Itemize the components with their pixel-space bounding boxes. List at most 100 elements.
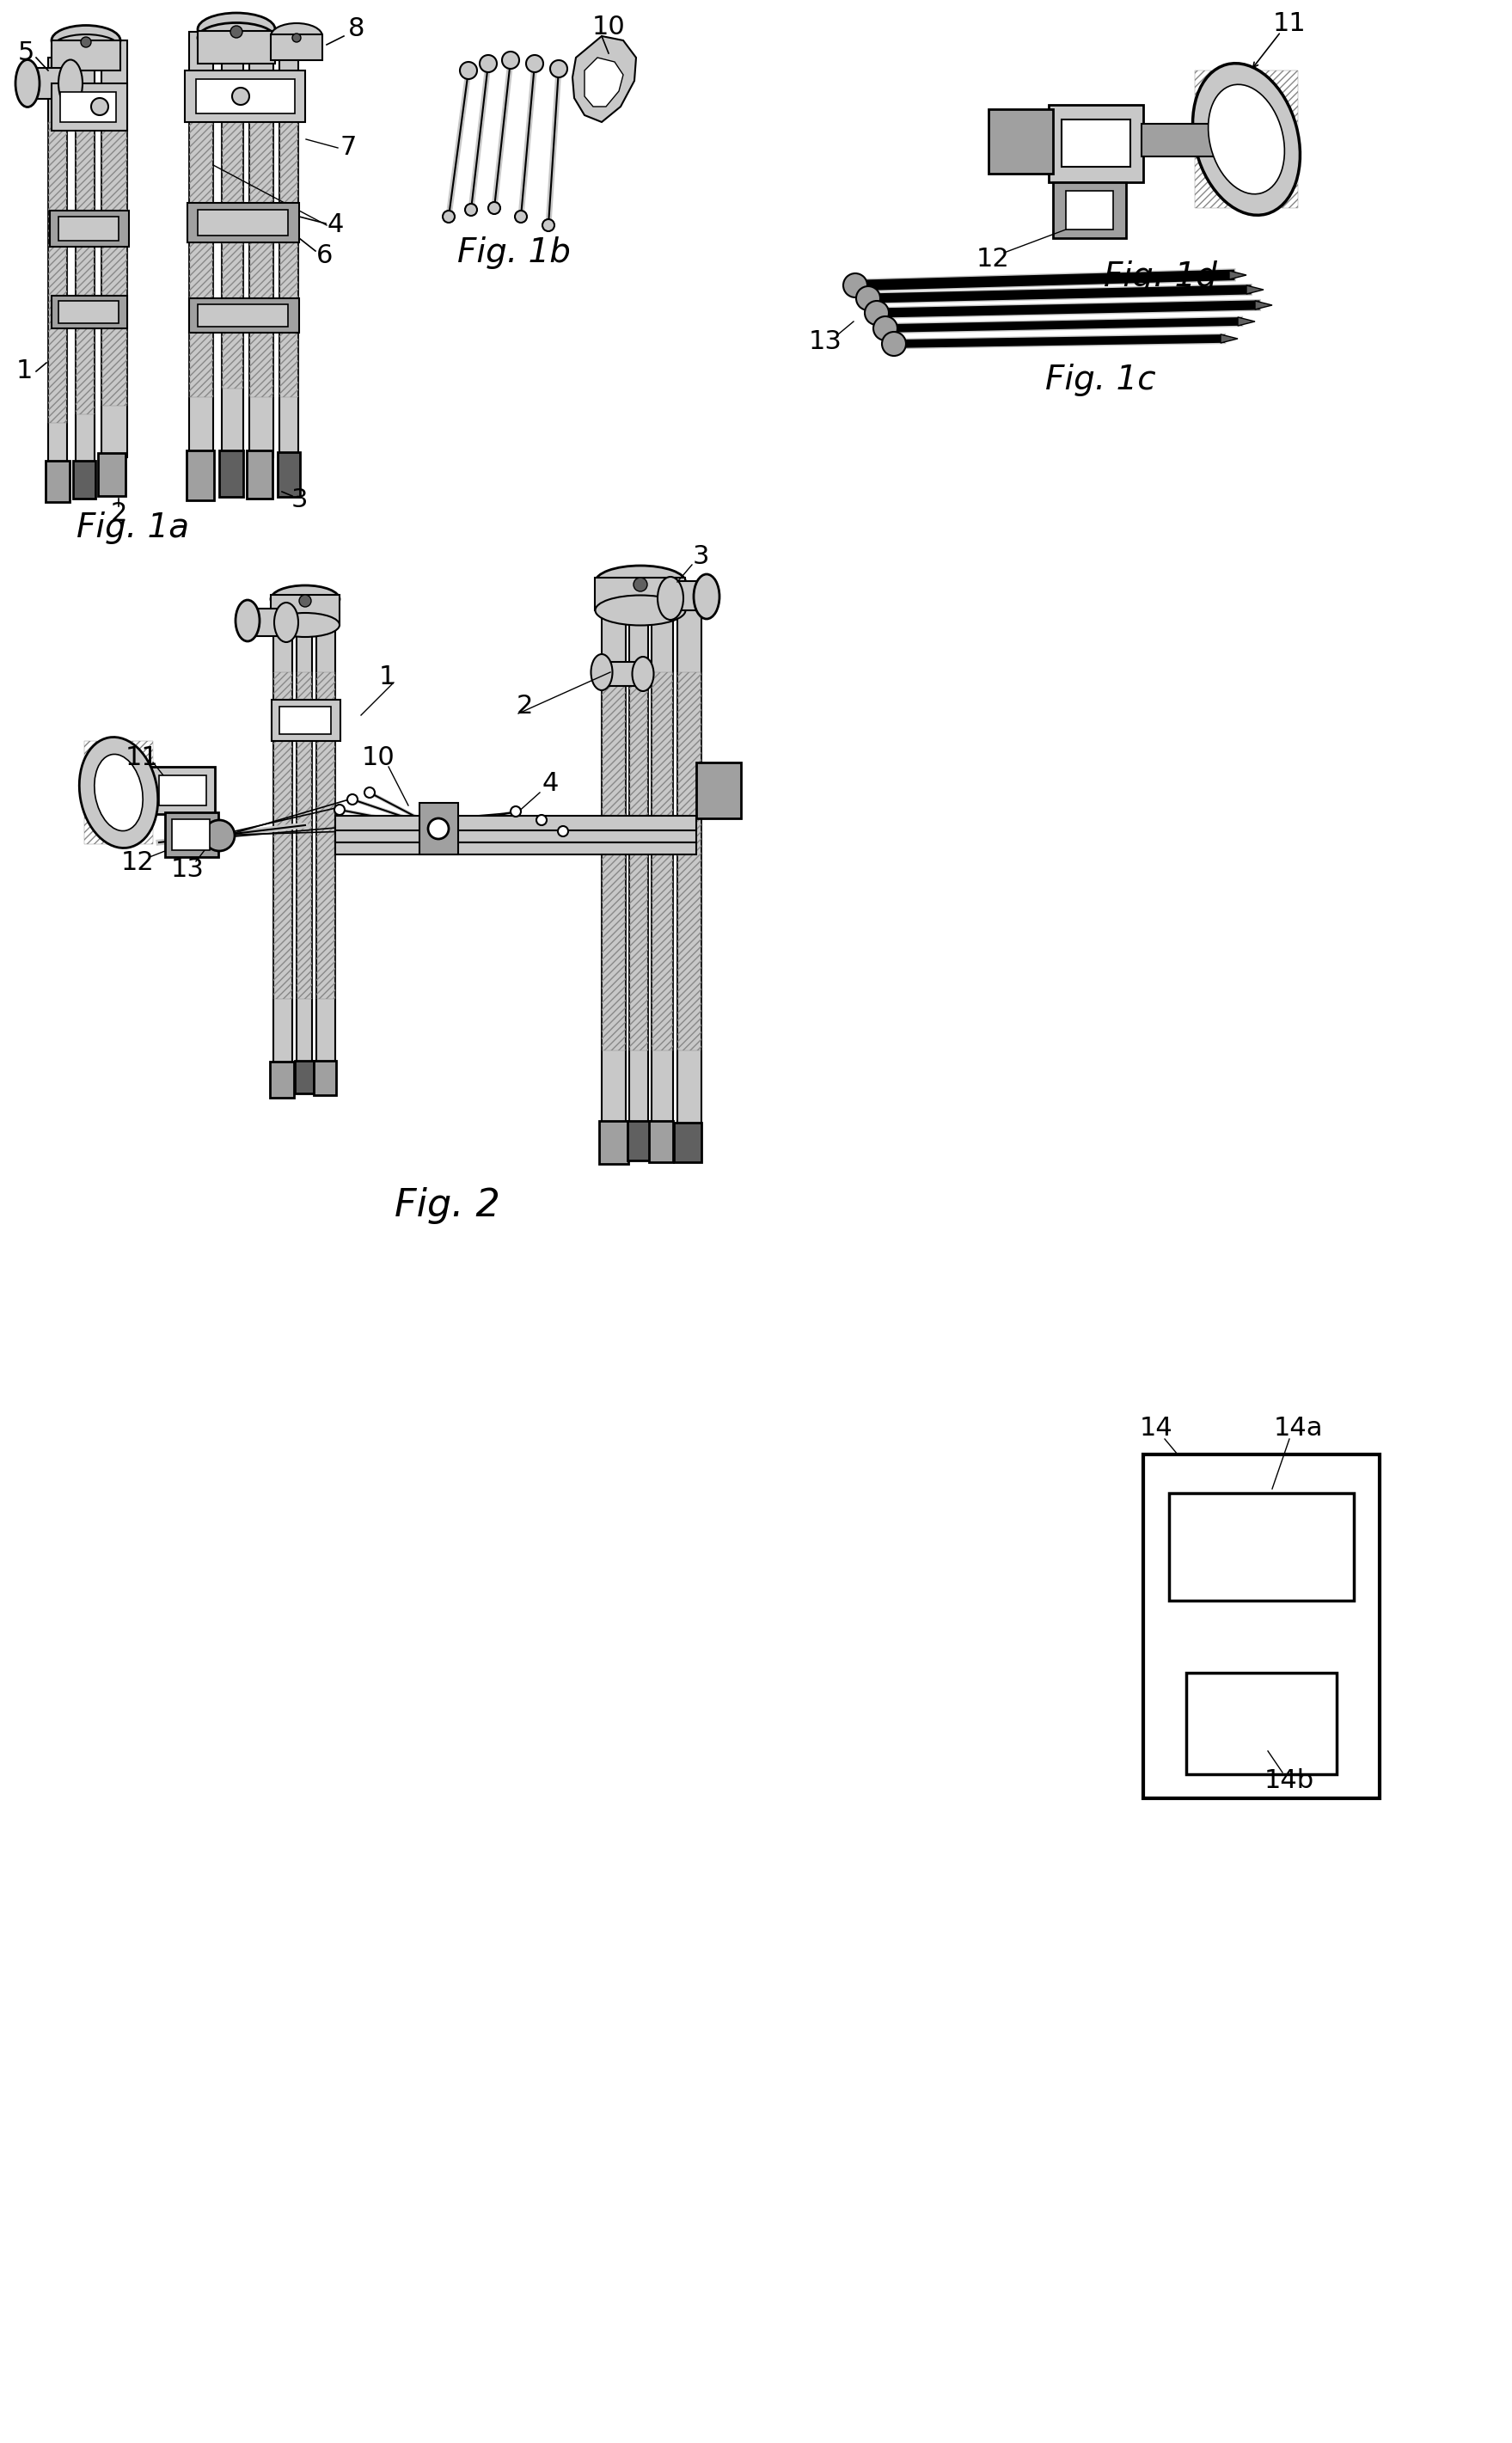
FancyBboxPatch shape <box>172 818 210 850</box>
Circle shape <box>558 826 569 836</box>
Text: 11: 11 <box>1273 10 1306 37</box>
FancyBboxPatch shape <box>629 594 649 1129</box>
Ellipse shape <box>271 24 322 49</box>
Text: 7: 7 <box>340 134 357 161</box>
FancyBboxPatch shape <box>295 1060 314 1094</box>
Circle shape <box>881 332 906 357</box>
FancyBboxPatch shape <box>989 110 1052 173</box>
FancyBboxPatch shape <box>219 450 243 496</box>
FancyBboxPatch shape <box>159 774 206 806</box>
Text: 4: 4 <box>327 213 343 237</box>
Circle shape <box>292 34 301 42</box>
Bar <box>189 105 213 398</box>
FancyBboxPatch shape <box>602 662 643 686</box>
Text: Fig. 1a: Fig. 1a <box>77 511 189 545</box>
FancyBboxPatch shape <box>271 1063 293 1097</box>
Circle shape <box>502 51 519 68</box>
Circle shape <box>348 794 357 804</box>
FancyBboxPatch shape <box>602 594 626 1129</box>
FancyBboxPatch shape <box>249 42 274 457</box>
FancyBboxPatch shape <box>336 843 696 855</box>
Ellipse shape <box>271 586 340 613</box>
FancyBboxPatch shape <box>189 298 299 332</box>
FancyBboxPatch shape <box>27 68 71 98</box>
Bar <box>677 672 702 1050</box>
Bar <box>249 105 274 398</box>
FancyBboxPatch shape <box>248 608 286 635</box>
FancyBboxPatch shape <box>677 594 702 1129</box>
Bar <box>1194 71 1297 208</box>
Circle shape <box>844 274 868 298</box>
Ellipse shape <box>198 22 275 54</box>
Circle shape <box>634 577 647 591</box>
Circle shape <box>204 821 234 850</box>
Bar <box>602 672 626 1050</box>
Polygon shape <box>1255 300 1272 310</box>
FancyBboxPatch shape <box>696 762 741 818</box>
Bar <box>76 122 95 415</box>
FancyBboxPatch shape <box>599 1121 629 1163</box>
Bar <box>989 110 1052 173</box>
Bar <box>652 672 673 1050</box>
FancyBboxPatch shape <box>1143 1454 1379 1798</box>
FancyBboxPatch shape <box>649 1121 673 1163</box>
FancyBboxPatch shape <box>186 450 215 501</box>
Circle shape <box>91 98 109 115</box>
Ellipse shape <box>79 738 157 848</box>
FancyBboxPatch shape <box>316 613 336 1068</box>
Bar <box>280 112 298 398</box>
Text: 14a: 14a <box>1273 1417 1323 1441</box>
FancyBboxPatch shape <box>274 613 292 1068</box>
Bar <box>249 105 274 398</box>
Text: Fig. 2: Fig. 2 <box>395 1187 500 1224</box>
Bar <box>316 672 336 999</box>
FancyBboxPatch shape <box>594 577 685 611</box>
Circle shape <box>511 806 522 816</box>
Bar <box>336 816 696 831</box>
Text: 14: 14 <box>1140 1417 1173 1441</box>
Circle shape <box>526 56 543 73</box>
FancyBboxPatch shape <box>419 804 458 855</box>
Bar <box>336 831 696 843</box>
Bar <box>652 672 673 1050</box>
Circle shape <box>856 286 880 310</box>
Text: 11: 11 <box>125 745 159 770</box>
Bar <box>150 767 215 814</box>
FancyBboxPatch shape <box>198 305 287 327</box>
FancyBboxPatch shape <box>101 42 127 457</box>
FancyBboxPatch shape <box>271 34 322 61</box>
Circle shape <box>479 56 497 73</box>
FancyBboxPatch shape <box>150 767 215 814</box>
Bar <box>280 112 298 398</box>
Circle shape <box>443 210 455 222</box>
FancyBboxPatch shape <box>296 613 311 1068</box>
Circle shape <box>550 61 567 78</box>
FancyBboxPatch shape <box>1169 1493 1353 1600</box>
Bar <box>696 762 741 818</box>
Circle shape <box>428 818 449 838</box>
FancyBboxPatch shape <box>1061 120 1131 166</box>
Ellipse shape <box>51 34 121 61</box>
Ellipse shape <box>15 59 39 107</box>
Text: 12: 12 <box>977 247 1010 271</box>
Ellipse shape <box>274 603 298 643</box>
Text: 1: 1 <box>378 664 395 689</box>
Bar <box>1194 71 1297 208</box>
FancyBboxPatch shape <box>1052 183 1126 237</box>
FancyBboxPatch shape <box>271 594 340 625</box>
FancyBboxPatch shape <box>314 1060 336 1094</box>
Bar <box>48 122 67 423</box>
Text: 3: 3 <box>692 545 709 569</box>
Ellipse shape <box>596 596 685 625</box>
Bar <box>165 814 218 857</box>
Text: Fig. 1c: Fig. 1c <box>1045 364 1155 396</box>
Text: 13: 13 <box>171 857 204 882</box>
FancyBboxPatch shape <box>278 452 299 496</box>
Ellipse shape <box>1193 64 1300 215</box>
Circle shape <box>80 37 91 46</box>
Text: 2: 2 <box>110 501 127 525</box>
Text: 12: 12 <box>121 850 154 875</box>
FancyBboxPatch shape <box>280 44 298 457</box>
Polygon shape <box>1229 271 1246 279</box>
Ellipse shape <box>596 567 685 599</box>
